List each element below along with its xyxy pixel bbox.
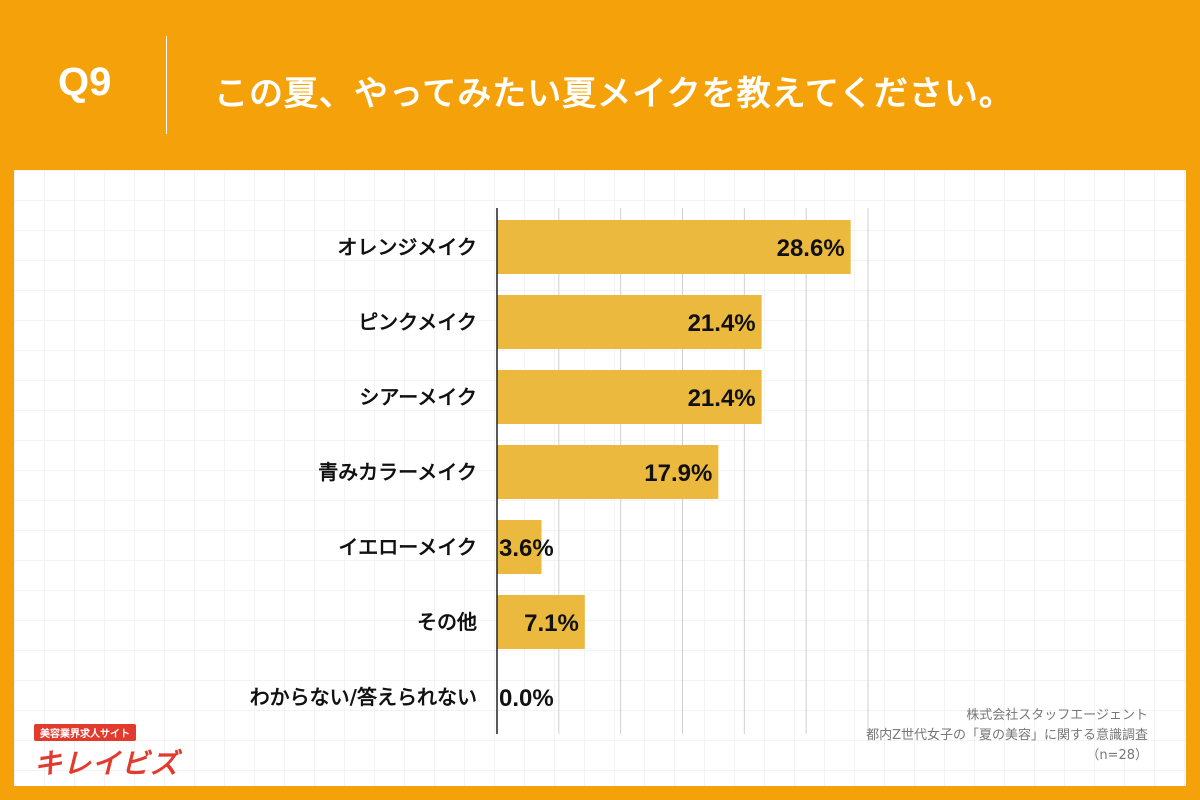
question-title: この夏、やってみたい夏メイクを教えてください。 (214, 74, 1014, 114)
value-label: 3.6% (499, 535, 554, 562)
header: Q9 この夏、やってみたい夏メイクを教えてください。 (0, 0, 1200, 170)
value-label: 21.4% (688, 385, 756, 412)
bar-chart: オレンジメイク 28.6% ピンクメイク 21.4% シアーメイク 21.4% 青みカラーメ… (250, 208, 869, 734)
bar (497, 520, 542, 574)
value-label: 0.0% (499, 685, 554, 712)
bar (497, 295, 762, 349)
bar (497, 220, 851, 274)
chart-panel: オレンジメイク 28.6% ピンクメイク 21.4% シアーメイク 21.4% 青みカラーメ… (14, 170, 1186, 786)
header-divider (166, 36, 167, 134)
bar (497, 370, 762, 424)
category-label: オレンジメイク (337, 235, 477, 259)
category-label: イエローメイク (338, 535, 477, 559)
value-label: 17.9% (644, 460, 712, 487)
category-label: その他 (417, 610, 477, 634)
question-number: Q9 (58, 60, 112, 104)
category-label: 青みカラーメイク (318, 460, 477, 484)
bar (497, 595, 585, 649)
logo-tagline: 美容業界求人サイト (34, 724, 136, 741)
source-survey: 都内Z世代女子の「夏の美容」に関する意識調査 (866, 728, 1148, 743)
category-label: わからない/答えられない (250, 685, 477, 709)
category-label: ピンクメイク (358, 310, 477, 334)
source-sample: （n=28） (1086, 748, 1148, 763)
brand-logo: 美容業界求人サイト キレイビズ (34, 722, 179, 782)
category-label: シアーメイク (359, 385, 477, 409)
source-note: 株式会社スタッフエージェント 都内Z世代女子の「夏の美容」に関する意識調査 （n… (866, 706, 1148, 766)
bar (497, 445, 719, 499)
logo-name: キレイビズ (34, 747, 180, 780)
value-label: 28.6% (777, 235, 845, 262)
source-company: 株式会社スタッフエージェント (966, 708, 1148, 723)
value-label: 7.1% (524, 610, 579, 637)
value-label: 21.4% (688, 310, 756, 337)
